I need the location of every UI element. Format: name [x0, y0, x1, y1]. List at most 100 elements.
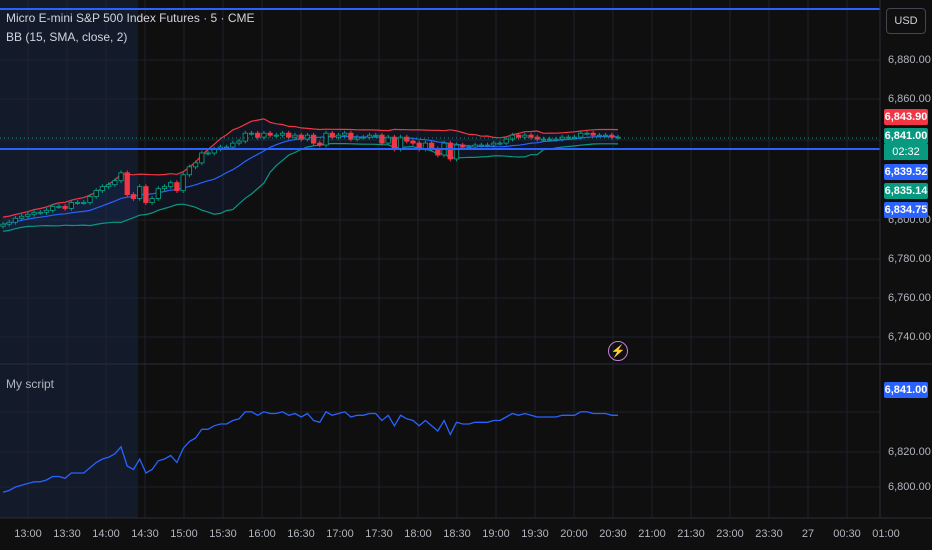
candle-up: [192, 162, 199, 168]
candle-up: [112, 180, 118, 186]
candle-up: [522, 134, 528, 138]
time-tick: 01:00: [872, 528, 900, 540]
candle-up: [453, 144, 460, 160]
time-tick: 15:30: [209, 528, 237, 540]
candle-up: [342, 132, 348, 136]
script-series-line: [2, 410, 618, 493]
price-tick: 6,780.00: [888, 253, 931, 265]
candle-up: [578, 132, 584, 138]
candle-down: [143, 186, 149, 203]
candle-up: [31, 211, 37, 215]
candle-up: [68, 202, 74, 209]
time-tick: 21:30: [677, 528, 705, 540]
candle-up: [478, 144, 484, 147]
candle-up: [81, 202, 87, 204]
candle-up: [509, 134, 516, 140]
time-tick: 19:30: [521, 528, 549, 540]
candle-up: [105, 184, 112, 188]
candle-up: [18, 215, 25, 219]
close-price-badge: 6,835.14: [884, 183, 928, 199]
bb-upper-line: [2, 118, 619, 218]
price-tick: 6,760.00: [888, 292, 931, 304]
candle-down: [447, 142, 453, 160]
time-tick: 20:00: [560, 528, 588, 540]
candle-up: [118, 172, 124, 182]
time-tick: 00:30: [833, 528, 861, 540]
currency-button[interactable]: USD: [886, 8, 926, 34]
candle-up: [491, 142, 497, 146]
legend-symbol-title[interactable]: Micro E-mini S&P 500 Index Futures · 5 ·…: [6, 11, 255, 25]
candle-up: [43, 209, 50, 213]
candle-down: [124, 172, 130, 195]
candle-up: [596, 134, 603, 137]
candle-down: [317, 142, 323, 146]
script-value-badge: 6,841.00: [884, 382, 928, 398]
candles: [0, 130, 621, 229]
lightning-icon[interactable]: ⚡: [608, 341, 628, 361]
candle-up: [12, 217, 19, 223]
candle-up: [360, 136, 366, 139]
candle-up: [602, 134, 609, 137]
time-tick: 18:30: [443, 528, 471, 540]
candle-up: [304, 134, 311, 140]
candle-up: [50, 205, 56, 211]
candle-up: [199, 152, 205, 164]
candle-up: [248, 132, 255, 135]
script-tick: 6,800.00: [888, 481, 931, 493]
candle-up: [335, 134, 342, 138]
price-tick: 6,880.00: [888, 54, 931, 66]
candle-up: [223, 146, 230, 149]
legend-bollinger-bands[interactable]: BB (15, SMA, close, 2): [6, 30, 128, 44]
candle-down: [130, 194, 137, 199]
bb-basis-price-badge: 6,839.52: [884, 164, 928, 180]
candle-down: [609, 134, 615, 138]
candle-up: [186, 166, 193, 176]
time-tick: 27: [801, 528, 815, 540]
candle-down: [528, 134, 534, 138]
candle-down: [460, 144, 466, 148]
bb-lower-price-badge: 6,834.75: [884, 202, 928, 218]
candle-up: [93, 190, 99, 197]
candle-down: [286, 132, 292, 138]
bb-basis-line: [2, 135, 619, 225]
candle-down: [267, 132, 273, 136]
time-tick: 18:00: [404, 528, 432, 540]
candle-down: [329, 132, 335, 138]
candle-up: [25, 213, 31, 217]
time-tick: 13:30: [53, 528, 81, 540]
candle-up: [466, 146, 472, 149]
time-tick: 16:30: [287, 528, 315, 540]
candle-up: [540, 138, 547, 141]
candle-down: [379, 134, 385, 144]
time-tick: 20:30: [599, 528, 627, 540]
candle-up: [584, 132, 590, 135]
time-tick: 23:30: [755, 528, 783, 540]
candle-down: [255, 132, 261, 138]
candle-up: [205, 152, 211, 155]
candle-up: [472, 144, 478, 148]
time-tick: 23:00: [716, 528, 744, 540]
bar-countdown: 02:32: [884, 144, 928, 160]
candle-down: [298, 134, 304, 140]
candle-down: [515, 134, 522, 138]
candle-up: [503, 138, 509, 144]
time-tick: 15:00: [170, 528, 198, 540]
candle-up: [373, 134, 379, 137]
candle-up: [497, 142, 503, 145]
time-tick: 14:00: [92, 528, 120, 540]
script-tick: 6,820.00: [888, 446, 931, 458]
candle-up: [137, 186, 143, 199]
candle-down: [391, 136, 398, 150]
candle-up: [292, 134, 298, 138]
time-tick: 13:00: [14, 528, 42, 540]
time-tick: 19:00: [482, 528, 510, 540]
time-tick: 21:00: [638, 528, 666, 540]
candle-down: [310, 134, 317, 144]
candle-down: [348, 132, 354, 140]
legend-my-script[interactable]: My script: [6, 377, 54, 391]
candle-up: [236, 140, 242, 144]
candle-up: [484, 144, 491, 147]
candle-down: [62, 205, 68, 209]
